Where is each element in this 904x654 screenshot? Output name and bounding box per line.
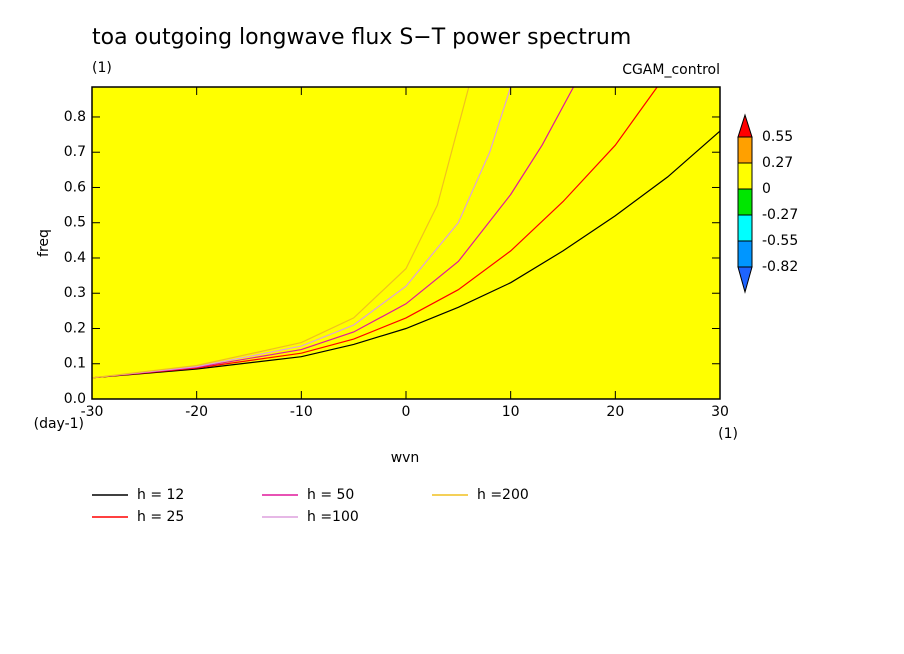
x-tick-label: -30	[81, 404, 104, 420]
y-tick-label: 0.0	[64, 391, 86, 407]
colorbar-box	[737, 240, 753, 268]
colorbar-triangle	[737, 266, 753, 294]
colorbar-triangle	[737, 113, 753, 138]
subtitle-right: CGAM_control	[622, 62, 720, 78]
colorbar-box	[737, 136, 753, 164]
y-tick-label: 0.1	[64, 356, 86, 372]
x-axis-label: wvn	[391, 450, 420, 466]
colorbar-label: 0.27	[762, 155, 793, 171]
y-tick-label: 0.2	[64, 320, 86, 336]
x-tick-label: 0	[402, 404, 411, 420]
legend-label: h =200	[477, 487, 529, 503]
dispersion-curve	[91, 86, 512, 379]
y-tick-label: 0.6	[64, 179, 86, 195]
dispersion-curve	[91, 86, 658, 379]
legend-label: h = 25	[137, 509, 184, 525]
colorbar-label: 0	[762, 181, 771, 197]
dispersion-curve	[91, 130, 721, 379]
y-tick-label: 0.4	[64, 250, 86, 266]
colorbar-label: 0.55	[762, 129, 793, 145]
y-tick-label: 0.3	[64, 285, 86, 301]
subtitle-left: (1)	[92, 60, 112, 76]
colorbar-box	[737, 188, 753, 216]
colorbar-label: -0.82	[762, 259, 798, 275]
colorbar-box	[737, 162, 753, 190]
legend-label: h = 12	[137, 487, 184, 503]
x-tick-label: 10	[502, 404, 520, 420]
legend-label: h =100	[307, 509, 359, 525]
y-tick-label: 0.7	[64, 144, 86, 160]
x-tick-label: 20	[606, 404, 624, 420]
y-tick-label: 0.5	[64, 215, 86, 231]
y-tick-label: 0.8	[64, 109, 86, 125]
y-axis-label: freq	[36, 229, 52, 257]
legend-label: h = 50	[307, 487, 354, 503]
colorbar-box	[737, 214, 753, 242]
y-units: (day-1)	[34, 416, 84, 432]
x-tick-label: 30	[711, 404, 729, 420]
contour-field	[92, 87, 720, 399]
colorbar-label: -0.55	[762, 233, 798, 249]
colorbar-label: -0.27	[762, 207, 798, 223]
x-tick-label: -10	[290, 404, 313, 420]
dispersion-curve	[91, 86, 470, 379]
chart-title: toa outgoing longwave flux S−T power spe…	[92, 25, 631, 50]
x-tick-label: -20	[185, 404, 208, 420]
x-units: (1)	[718, 426, 738, 442]
dispersion-curve	[91, 86, 575, 379]
